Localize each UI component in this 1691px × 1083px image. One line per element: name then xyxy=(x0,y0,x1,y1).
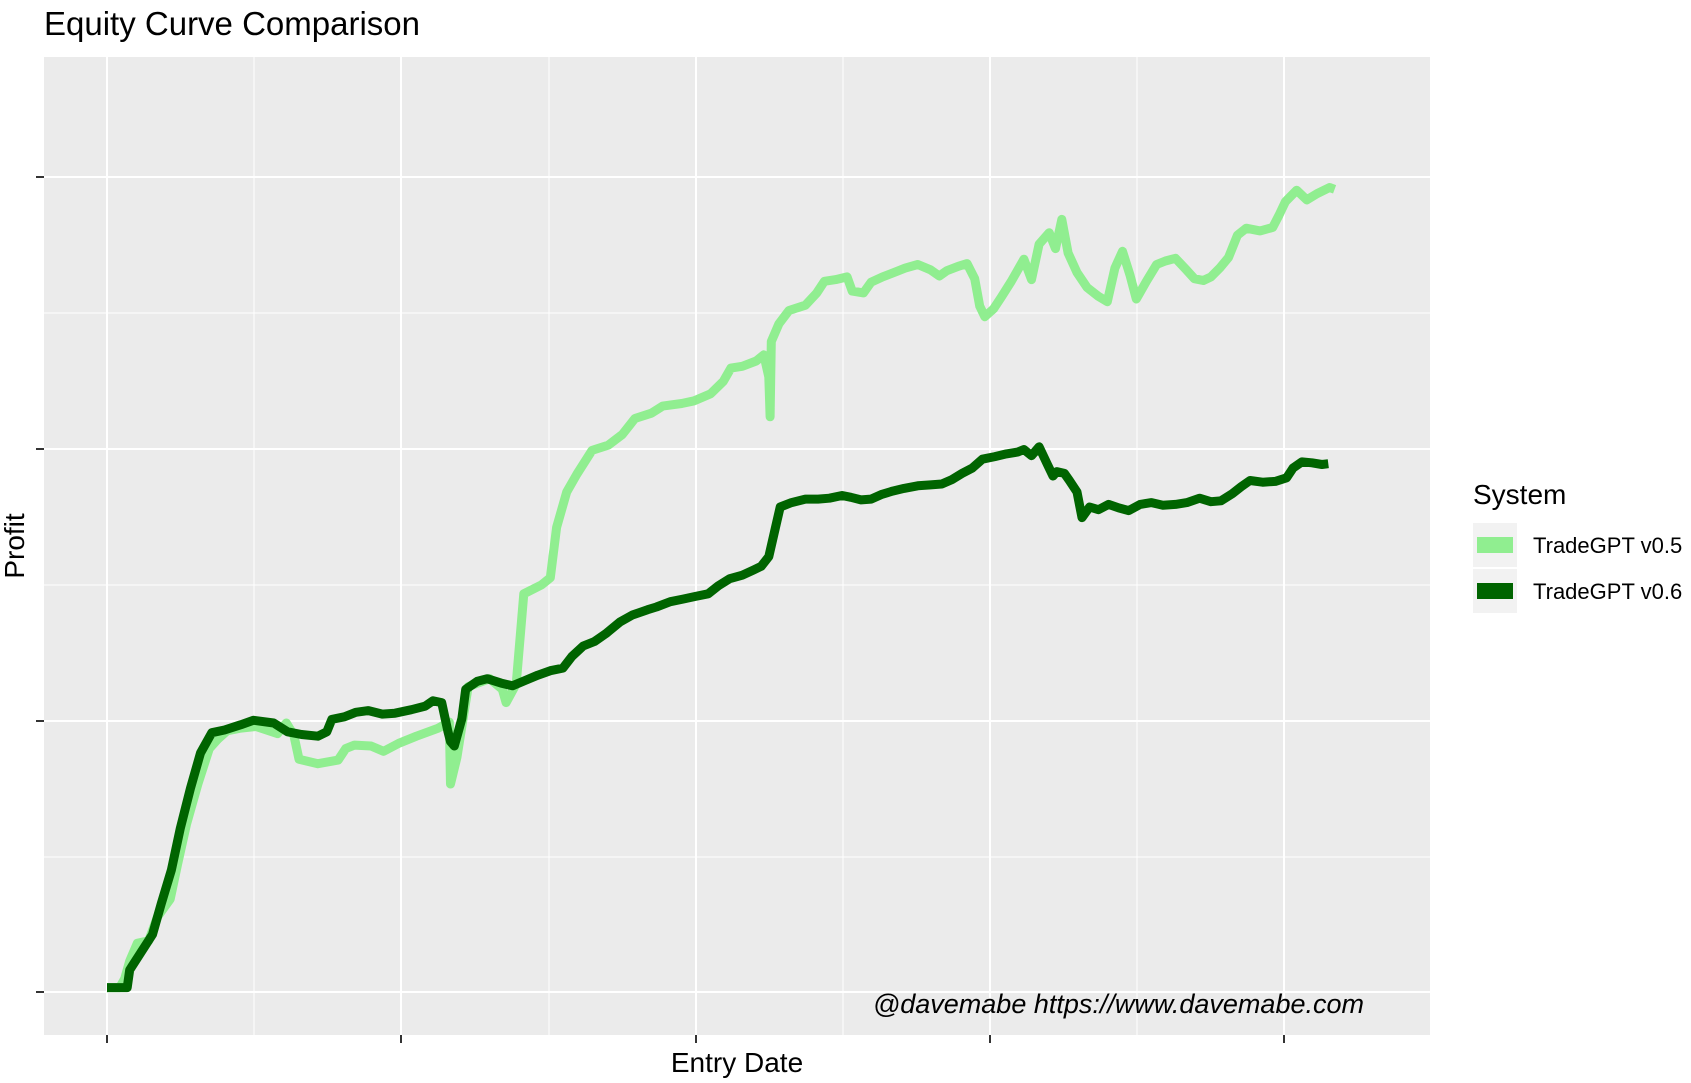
legend-key-swatch-2 xyxy=(1477,583,1513,599)
watermark-annotation: @davemabe https://www.davemabe.com xyxy=(873,989,1364,1019)
major-gridlines xyxy=(44,57,1430,1035)
legend: System TradeGPT v0.5 TradeGPT v0.6 xyxy=(1473,479,1682,613)
series-line-tradegpt-v06 xyxy=(107,442,1329,993)
chart-title: Equity Curve Comparison xyxy=(44,5,420,42)
axis-ticks xyxy=(36,176,1285,1043)
y-axis-title: Profit xyxy=(0,513,30,579)
minor-gridlines xyxy=(44,57,1430,1035)
x-axis-title: Entry Date xyxy=(671,1047,803,1078)
series-line-tradegpt-v05 xyxy=(107,183,1337,993)
legend-title: System xyxy=(1473,479,1566,510)
legend-key-swatch-1 xyxy=(1477,537,1513,553)
plot-panel xyxy=(44,57,1430,1035)
series-layer xyxy=(107,183,1337,993)
legend-label-v05: TradeGPT v0.5 xyxy=(1533,533,1682,558)
legend-label-v06: TradeGPT v0.6 xyxy=(1533,579,1682,604)
